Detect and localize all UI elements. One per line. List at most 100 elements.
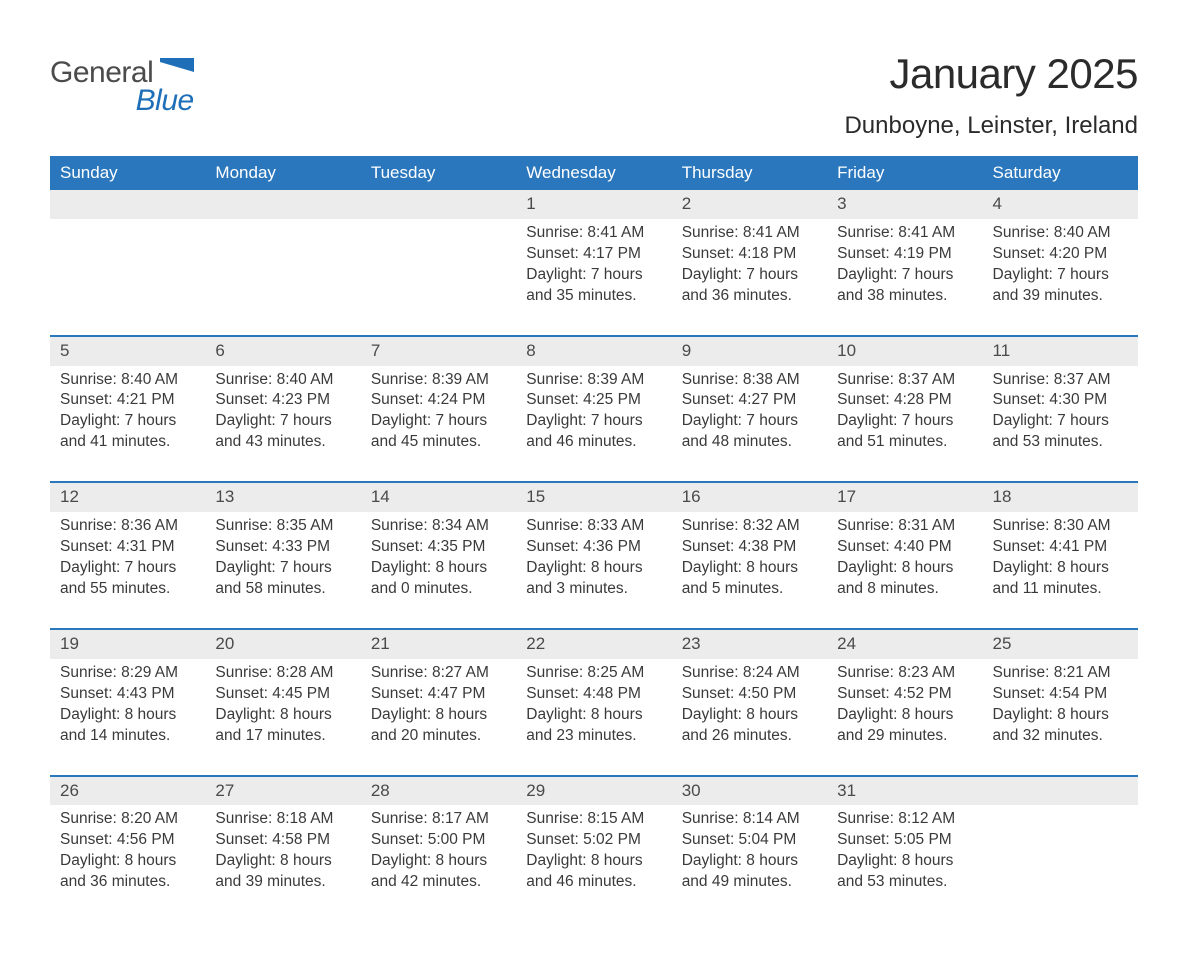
daylight-text: and 3 minutes. [526,579,661,600]
day-number-cell: 28 [361,776,516,806]
day-content-cell: Sunrise: 8:35 AMSunset: 4:33 PMDaylight:… [205,512,360,629]
sunrise-text: Sunrise: 8:33 AM [526,516,661,537]
sunset-text: Sunset: 5:05 PM [837,830,972,851]
day-number-row: 12131415161718 [50,482,1138,512]
sunset-text: Sunset: 4:47 PM [371,684,506,705]
day-number-cell: 14 [361,482,516,512]
day-number-cell: 1 [516,190,671,219]
daylight-text: and 39 minutes. [215,872,350,893]
sunset-text: Sunset: 4:35 PM [371,537,506,558]
daylight-text: Daylight: 8 hours [526,851,661,872]
day-number-row: 567891011 [50,336,1138,366]
daylight-text: and 20 minutes. [371,726,506,747]
day-number-cell: 17 [827,482,982,512]
day-content-cell: Sunrise: 8:39 AMSunset: 4:25 PMDaylight:… [516,366,671,483]
daylight-text: Daylight: 8 hours [993,558,1128,579]
sunrise-text: Sunrise: 8:34 AM [371,516,506,537]
day-number-cell: 26 [50,776,205,806]
sunrise-text: Sunrise: 8:32 AM [682,516,817,537]
sunrise-text: Sunrise: 8:17 AM [371,809,506,830]
day-number-cell [361,190,516,219]
sunset-text: Sunset: 4:33 PM [215,537,350,558]
sunset-text: Sunset: 5:04 PM [682,830,817,851]
day-content-cell: Sunrise: 8:29 AMSunset: 4:43 PMDaylight:… [50,659,205,776]
sunrise-text: Sunrise: 8:41 AM [682,223,817,244]
day-number-cell: 8 [516,336,671,366]
daylight-text: and 45 minutes. [371,432,506,453]
day-header: Sunday [50,156,205,190]
daylight-text: Daylight: 8 hours [837,705,972,726]
logo-text-blue: Blue [50,86,194,116]
day-number-cell [205,190,360,219]
day-number-row: 1234 [50,190,1138,219]
day-number-cell: 31 [827,776,982,806]
day-header: Friday [827,156,982,190]
sunrise-text: Sunrise: 8:37 AM [993,370,1128,391]
sunset-text: Sunset: 5:00 PM [371,830,506,851]
daylight-text: and 36 minutes. [60,872,195,893]
day-content-cell: Sunrise: 8:25 AMSunset: 4:48 PMDaylight:… [516,659,671,776]
sunrise-text: Sunrise: 8:27 AM [371,663,506,684]
sunset-text: Sunset: 4:25 PM [526,390,661,411]
daylight-text: Daylight: 7 hours [526,265,661,286]
sunset-text: Sunset: 4:56 PM [60,830,195,851]
day-content-cell [50,219,205,336]
sunset-text: Sunset: 4:48 PM [526,684,661,705]
sunrise-text: Sunrise: 8:25 AM [526,663,661,684]
sunrise-text: Sunrise: 8:29 AM [60,663,195,684]
daylight-text: and 55 minutes. [60,579,195,600]
daylight-text: and 42 minutes. [371,872,506,893]
sunrise-text: Sunrise: 8:39 AM [371,370,506,391]
sunset-text: Sunset: 4:40 PM [837,537,972,558]
daylight-text: and 46 minutes. [526,432,661,453]
daylight-text: and 58 minutes. [215,579,350,600]
day-number-cell: 10 [827,336,982,366]
day-content-cell: Sunrise: 8:32 AMSunset: 4:38 PMDaylight:… [672,512,827,629]
day-content-cell: Sunrise: 8:23 AMSunset: 4:52 PMDaylight:… [827,659,982,776]
sunrise-text: Sunrise: 8:40 AM [993,223,1128,244]
sunset-text: Sunset: 4:24 PM [371,390,506,411]
day-content-cell: Sunrise: 8:37 AMSunset: 4:28 PMDaylight:… [827,366,982,483]
day-content-cell: Sunrise: 8:34 AMSunset: 4:35 PMDaylight:… [361,512,516,629]
daylight-text: and 35 minutes. [526,286,661,307]
sunset-text: Sunset: 4:41 PM [993,537,1128,558]
sunset-text: Sunset: 4:43 PM [60,684,195,705]
sunrise-text: Sunrise: 8:31 AM [837,516,972,537]
header: General Blue January 2025 Dunboyne, Lein… [50,50,1138,150]
sunset-text: Sunset: 4:45 PM [215,684,350,705]
sunrise-text: Sunrise: 8:23 AM [837,663,972,684]
sunrise-text: Sunrise: 8:35 AM [215,516,350,537]
location-label: Dunboyne, Leinster, Ireland [844,112,1138,140]
daylight-text: and 36 minutes. [682,286,817,307]
daylight-text: Daylight: 7 hours [682,411,817,432]
daylight-text: Daylight: 8 hours [837,558,972,579]
day-number-cell: 6 [205,336,360,366]
daylight-text: and 39 minutes. [993,286,1128,307]
sunset-text: Sunset: 4:23 PM [215,390,350,411]
daylight-text: and 41 minutes. [60,432,195,453]
daylight-text: Daylight: 7 hours [526,411,661,432]
sunset-text: Sunset: 4:31 PM [60,537,195,558]
daylight-text: Daylight: 8 hours [371,705,506,726]
day-content-cell: Sunrise: 8:39 AMSunset: 4:24 PMDaylight:… [361,366,516,483]
sunrise-text: Sunrise: 8:20 AM [60,809,195,830]
daylight-text: and 38 minutes. [837,286,972,307]
sunset-text: Sunset: 4:19 PM [837,244,972,265]
sunrise-text: Sunrise: 8:12 AM [837,809,972,830]
daylight-text: Daylight: 8 hours [682,705,817,726]
day-number-cell: 4 [983,190,1138,219]
day-content-cell [361,219,516,336]
daylight-text: and 49 minutes. [682,872,817,893]
daylight-text: Daylight: 7 hours [60,558,195,579]
sunset-text: Sunset: 4:50 PM [682,684,817,705]
day-number-row: 19202122232425 [50,629,1138,659]
day-content-cell: Sunrise: 8:12 AMSunset: 5:05 PMDaylight:… [827,805,982,921]
daylight-text: and 5 minutes. [682,579,817,600]
daylight-text: Daylight: 8 hours [371,558,506,579]
page-title: January 2025 [844,50,1138,98]
daylight-text: Daylight: 8 hours [215,851,350,872]
sunset-text: Sunset: 4:20 PM [993,244,1128,265]
day-header: Wednesday [516,156,671,190]
day-number-cell: 29 [516,776,671,806]
day-content-cell: Sunrise: 8:36 AMSunset: 4:31 PMDaylight:… [50,512,205,629]
